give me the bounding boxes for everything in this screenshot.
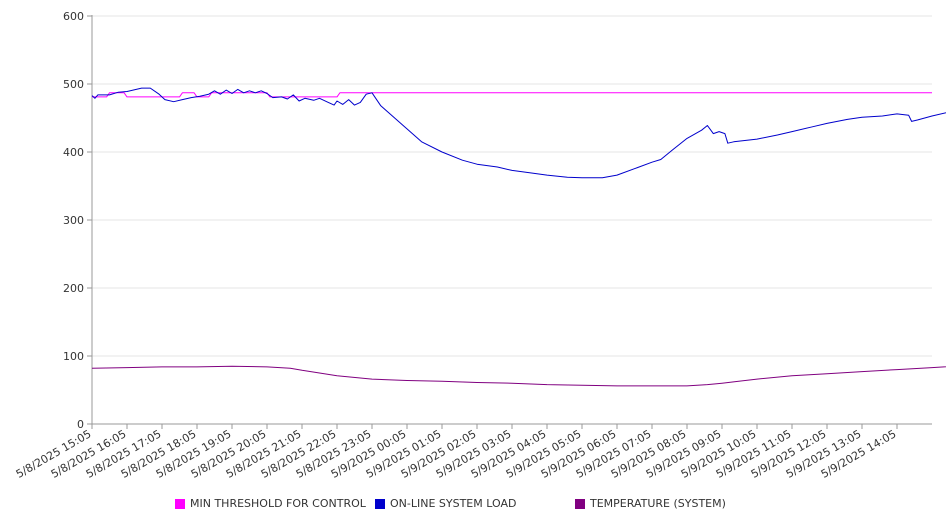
y-tick-label-600: 600 bbox=[63, 10, 84, 23]
legend: MIN THRESHOLD FOR CONTROL ON-LINE SYSTEM… bbox=[0, 497, 946, 515]
legend-label-min-threshold: MIN THRESHOLD FOR CONTROL bbox=[190, 497, 366, 510]
y-tick-label-100: 100 bbox=[63, 350, 84, 363]
y-tick-label-200: 200 bbox=[63, 282, 84, 295]
series-line-on-line-system-load bbox=[91, 87, 946, 179]
series-line-temperature-system bbox=[91, 365, 946, 387]
legend-swatch-system-load bbox=[375, 498, 385, 509]
legend-label-system-load: ON-LINE SYSTEM LOAD bbox=[390, 497, 517, 510]
y-tick-label-300: 300 bbox=[63, 214, 84, 227]
series-lines bbox=[91, 87, 946, 387]
y-axis-ticks: 0 100 200 300 400 500 600 bbox=[63, 10, 92, 431]
legend-item-temperature[interactable]: TEMPERATURE (SYSTEM) bbox=[575, 497, 726, 510]
x-axis-ticks: 5/8/2025 15:055/8/2025 16:055/8/2025 17:… bbox=[14, 424, 899, 481]
legend-swatch-min-threshold bbox=[175, 498, 185, 509]
legend-label-temperature: TEMPERATURE (SYSTEM) bbox=[590, 497, 726, 510]
y-tick-label-400: 400 bbox=[63, 146, 84, 159]
legend-swatch-temperature bbox=[575, 498, 585, 509]
legend-item-min-threshold[interactable]: MIN THRESHOLD FOR CONTROL bbox=[175, 497, 366, 510]
y-tick-label-0: 0 bbox=[77, 418, 84, 431]
y-tick-label-500: 500 bbox=[63, 78, 84, 91]
legend-item-system-load[interactable]: ON-LINE SYSTEM LOAD bbox=[375, 497, 516, 510]
gridlines bbox=[92, 15, 932, 357]
